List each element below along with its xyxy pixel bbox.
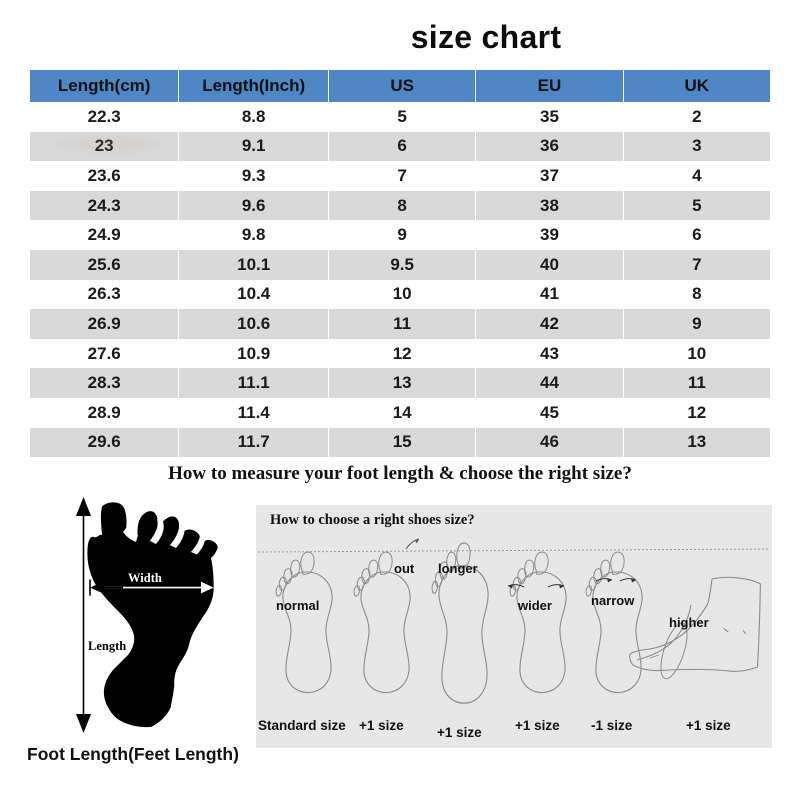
svg-text:-1 size: -1 size — [591, 718, 633, 733]
svg-text:longer: longer — [438, 561, 478, 576]
svg-text:out: out — [394, 561, 415, 576]
svg-text:higher: higher — [669, 615, 709, 630]
svg-text:+1 size: +1 size — [515, 718, 560, 733]
svg-text:wider: wider — [517, 598, 552, 613]
svg-text:normal: normal — [276, 598, 319, 613]
svg-text:+1 size: +1 size — [437, 725, 482, 740]
svg-text:Standard size: Standard size — [258, 718, 346, 733]
svg-text:Width: Width — [128, 571, 162, 585]
svg-text:+1 size: +1 size — [359, 718, 404, 733]
svg-text:Length: Length — [88, 639, 126, 653]
svg-text:+1 size: +1 size — [686, 718, 731, 733]
svg-text:narrow: narrow — [591, 593, 635, 608]
